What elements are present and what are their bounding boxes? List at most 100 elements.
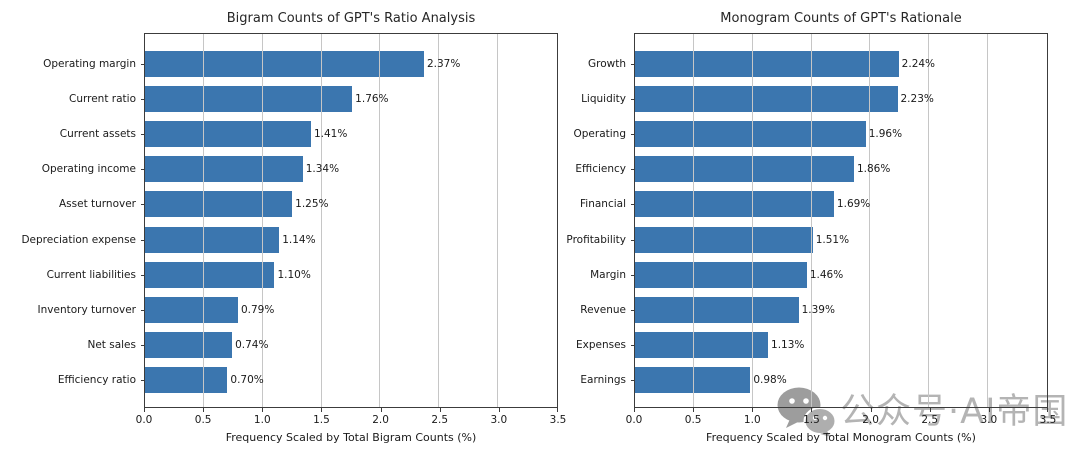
watermark: 公众号·AI帝国 bbox=[776, 386, 1068, 438]
category-label: Inventory turnover bbox=[37, 304, 136, 317]
bar-row: Operating margin 2.37% bbox=[43, 46, 557, 81]
y-tick bbox=[631, 98, 635, 100]
x-tick bbox=[439, 408, 441, 412]
x-tick-label: 3.5 bbox=[1039, 414, 1057, 426]
chart-title: Bigram Counts of GPT's Ratio Analysis bbox=[226, 11, 476, 26]
bar-row: Margin 1.46% bbox=[590, 257, 1047, 292]
x-axis: 0.0 0.5 1.0 1.5 2.0 2.5 3.0 3.5 bbox=[136, 408, 566, 438]
y-tick bbox=[631, 274, 635, 276]
y-tick bbox=[631, 345, 635, 347]
category-label: Revenue bbox=[580, 304, 626, 317]
category-label: Asset turnover bbox=[58, 198, 136, 211]
gridline bbox=[202, 34, 204, 407]
value-label: 1.69% bbox=[836, 198, 871, 211]
bar bbox=[145, 156, 303, 183]
value-label: 1.76% bbox=[355, 92, 389, 105]
category-label: Operating bbox=[573, 128, 627, 140]
y-tick bbox=[141, 380, 145, 382]
x-tick-label: 0.0 bbox=[135, 414, 153, 426]
bar-row: Asset turnover 1.25% bbox=[59, 187, 557, 222]
gridline bbox=[692, 34, 694, 407]
x-tick bbox=[752, 408, 754, 412]
bar bbox=[145, 261, 275, 288]
bar-rows: Operating margin 2.37% Current ratio 1.76% C… bbox=[21, 46, 557, 398]
bar bbox=[635, 85, 898, 112]
bar bbox=[145, 121, 311, 147]
value-label: 1.51% bbox=[815, 233, 850, 246]
y-tick bbox=[141, 345, 145, 347]
category-label: Net sales bbox=[87, 339, 136, 352]
bar bbox=[145, 332, 233, 359]
bar-row: Liquidity 2.23% bbox=[581, 81, 1047, 116]
value-label: 0.74% bbox=[235, 339, 269, 352]
y-tick bbox=[141, 98, 145, 100]
bar bbox=[145, 191, 293, 218]
x-tick bbox=[1047, 408, 1048, 412]
value-label: 2.24% bbox=[901, 57, 936, 70]
x-tick bbox=[321, 408, 323, 412]
x-tick-label: 0.0 bbox=[625, 414, 643, 426]
x-tick-label: 3.5 bbox=[549, 414, 567, 426]
value-label: 1.25% bbox=[295, 198, 329, 211]
bar-row: Profitability 1.51% bbox=[566, 222, 1047, 257]
value-label: 1.46% bbox=[809, 268, 844, 281]
bar-row: Operating income 1.34% bbox=[42, 152, 557, 187]
category-label: Current liabilities bbox=[46, 268, 136, 281]
x-tick-label: 1.0 bbox=[743, 414, 761, 426]
x-tick-label: 1.5 bbox=[313, 414, 330, 426]
value-label: 2.37% bbox=[426, 57, 461, 70]
x-tick bbox=[693, 408, 695, 412]
gridline bbox=[810, 34, 812, 407]
category-label: Profitability bbox=[566, 233, 626, 246]
bar bbox=[145, 50, 424, 77]
x-tick bbox=[811, 408, 813, 412]
category-label: Margin bbox=[590, 268, 626, 281]
value-label: 1.34% bbox=[305, 163, 340, 176]
bar-row: Expenses 1.13% bbox=[576, 328, 1047, 363]
bar-row: Revenue 1.39% bbox=[580, 292, 1047, 327]
bar-row: Operating 1.96% bbox=[574, 116, 1047, 151]
gridline bbox=[320, 34, 322, 407]
bar bbox=[145, 367, 228, 394]
x-axis-label: Frequency Scaled by Total Monogram Count… bbox=[706, 431, 976, 444]
x-tick bbox=[144, 408, 145, 412]
bar-row: Current liabilities 1.10% bbox=[47, 257, 557, 292]
value-label: 1.96% bbox=[868, 128, 903, 140]
y-tick bbox=[631, 169, 635, 171]
x-tick-label: 0.5 bbox=[684, 414, 702, 426]
watermark-text: 公众号·AI帝国 bbox=[840, 392, 1069, 432]
category-label: Current assets bbox=[59, 128, 136, 140]
value-label: 0.70% bbox=[230, 374, 264, 387]
bar bbox=[635, 261, 807, 288]
y-tick bbox=[141, 134, 145, 135]
bar bbox=[635, 332, 769, 359]
value-label: 1.41% bbox=[313, 128, 348, 140]
bar-row: Efficiency ratio 0.70% bbox=[58, 363, 557, 398]
gridline bbox=[379, 34, 381, 407]
bar bbox=[145, 297, 238, 324]
bar bbox=[145, 226, 280, 253]
x-tick bbox=[557, 408, 558, 412]
x-tick bbox=[498, 408, 500, 412]
y-tick bbox=[141, 204, 145, 206]
x-axis-label: Frequency Scaled by Total Bigram Counts … bbox=[225, 431, 477, 444]
x-tick-label: 2.5 bbox=[431, 414, 449, 426]
x-tick bbox=[380, 408, 382, 412]
wechat-icon bbox=[777, 387, 836, 437]
gridline bbox=[928, 34, 930, 407]
bar-row: Current assets 1.41% bbox=[60, 116, 557, 151]
value-label: 1.10% bbox=[277, 268, 311, 281]
bar-row: Efficiency 1.86% bbox=[575, 152, 1047, 187]
x-tick bbox=[262, 408, 264, 412]
x-tick-label: 2.0 bbox=[372, 414, 389, 426]
bar bbox=[635, 367, 751, 394]
y-tick bbox=[631, 63, 635, 65]
y-tick bbox=[631, 134, 635, 135]
x-tick bbox=[203, 408, 205, 412]
bar bbox=[635, 121, 866, 147]
x-tick-label: 3.0 bbox=[980, 414, 998, 426]
bar bbox=[145, 85, 353, 112]
category-label: Depreciation expense bbox=[21, 233, 136, 246]
bar bbox=[635, 156, 854, 183]
